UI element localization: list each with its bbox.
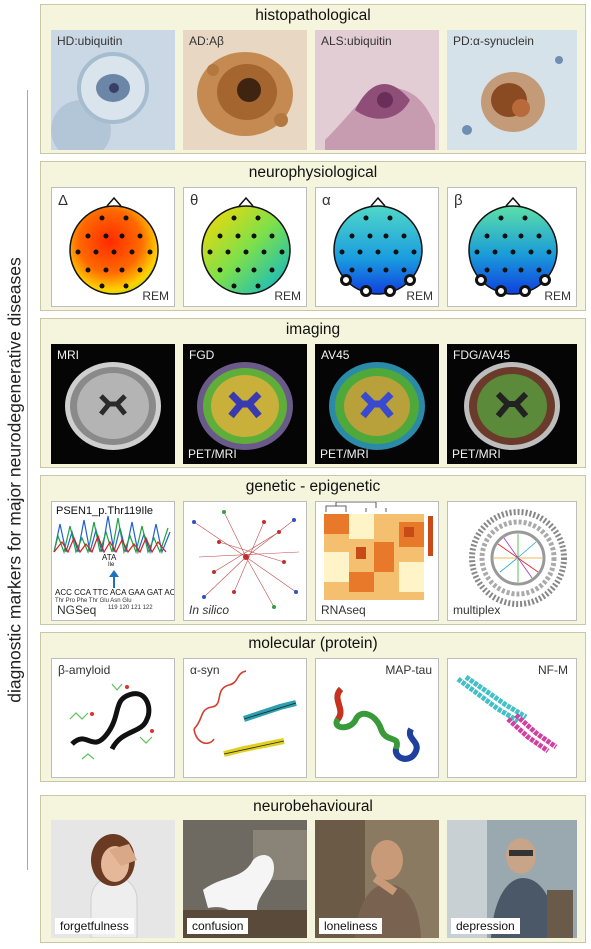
histo-hd-label: HD:ubiquitin [57, 34, 123, 48]
eeg-delta-symbol: Δ [58, 192, 69, 209]
codon-positions: 119 120 121 122 [108, 605, 153, 611]
eeg-theta-symbol: θ [190, 192, 199, 209]
side-label-text: diagnostic markers for major neurodegene… [4, 257, 25, 703]
imaging-mri-scan: MRI [51, 344, 175, 464]
panel-imaging: imaging MRI FGD PET/MRI AV45 PET/MRI FDG… [40, 318, 586, 468]
eeg-beta-symbol: β [454, 192, 463, 209]
aa-mut: Ile [108, 562, 115, 568]
imaging-av45-scan: AV45 PET/MRI [315, 344, 439, 464]
imaging-fdg-av45-scan: FDG/AV45 PET/MRI [447, 344, 577, 464]
eeg-theta-state: REM [274, 289, 301, 303]
imaging-fgd-scan: FGD PET/MRI [183, 344, 307, 464]
panel-title: imaging [285, 321, 341, 338]
panel-neurobehavioural: neurobehavioural forgetfulness confusion… [40, 795, 586, 943]
genetic-insilico-network: In silico [183, 501, 307, 621]
histo-pd-label: PD:α-synuclein [453, 34, 534, 48]
behav-forgetfulness-photo: forgetfulness [51, 820, 175, 938]
panel-neurophysiological: neurophysiological Δ REM θ REM α REM β R… [40, 161, 586, 311]
imaging-mri-label: MRI [57, 348, 79, 362]
side-label: diagnostic markers for major neurodegene… [0, 90, 30, 870]
protein-nf-m-label: NF-M [538, 663, 568, 677]
panel-title: molecular (protein) [248, 635, 378, 652]
protein-alpha-syn-label: α-syn [190, 663, 220, 677]
panel-title: neurobehavioural [253, 798, 373, 815]
panel-title: neurophysiological [248, 164, 378, 181]
protein-beta-amyloid: β-amyloid [51, 658, 175, 778]
behav-depression-photo: depression [447, 820, 577, 938]
behav-loneliness-photo: loneliness [315, 820, 439, 938]
eeg-alpha-symbol: α [322, 192, 331, 209]
histo-als-label: ALS:ubiquitin [321, 34, 392, 48]
protein-beta-amyloid-label: β-amyloid [58, 663, 111, 677]
histo-ad-image: AD:Aβ [183, 30, 307, 150]
behav-confusion-label: confusion [187, 918, 249, 934]
protein-map-tau: MAP-tau [315, 658, 439, 778]
imaging-fgd-modality: PET/MRI [188, 447, 237, 461]
panel-genetic-epigenetic: genetic - epigenetic PSEN1_p.Thr119Ile A… [40, 475, 586, 625]
genetic-multiplex-circos: multiplex [447, 501, 577, 621]
histo-ad-label: AD:Aβ [189, 34, 224, 48]
codon-mut: ATA [102, 553, 117, 562]
behav-depression-label: depression [451, 918, 520, 934]
panel-histopathological: histopathological HD:ubiquitin AD:Aβ ALS… [40, 4, 586, 154]
panel-title: genetic - epigenetic [245, 478, 381, 495]
dna-sequence: ACC CCA TTC ACA GAA GAT ACC [55, 588, 175, 597]
genetic-multiplex-label: multiplex [453, 603, 501, 617]
aa-sequence: Thr Pro Phe Thr Glu Asn Glu [55, 598, 132, 604]
genetic-ngseq-label: NGSeq [57, 603, 97, 617]
mutation-label: PSEN1_p.Thr119Ile [56, 505, 154, 517]
eeg-delta-map: Δ REM [51, 187, 175, 307]
genetic-rnaseq-label: RNAseq [321, 603, 366, 617]
imaging-av45-label: AV45 [321, 348, 350, 362]
eeg-delta-state: REM [142, 289, 169, 303]
eeg-alpha-map: α REM [315, 187, 439, 307]
behav-forgetfulness-label: forgetfulness [55, 918, 134, 934]
behav-loneliness-label: loneliness [319, 918, 383, 934]
protein-alpha-syn: α-syn [183, 658, 307, 778]
behav-confusion-photo: confusion [183, 820, 307, 938]
imaging-fdg-av45-modality: PET/MRI [452, 447, 501, 461]
panel-title: histopathological [255, 7, 371, 24]
protein-map-tau-label: MAP-tau [385, 663, 432, 677]
panel-molecular-protein: molecular (protein) β-amyloid α-syn MAP-… [40, 632, 586, 782]
imaging-av45-modality: PET/MRI [320, 447, 369, 461]
protein-nf-m: NF-M [447, 658, 577, 778]
eeg-theta-map: θ REM [183, 187, 307, 307]
eeg-alpha-state: REM [406, 289, 433, 303]
side-rule [27, 90, 28, 870]
imaging-fdg-av45-label: FDG/AV45 [453, 348, 511, 362]
histo-als-image: ALS:ubiquitin [315, 30, 439, 150]
genetic-rnaseq-heatmap: RNAseq [315, 501, 439, 621]
histo-hd-image: HD:ubiquitin [51, 30, 175, 150]
eeg-beta-state: REM [544, 289, 571, 303]
eeg-beta-map: β REM [447, 187, 577, 307]
genetic-insilico-label: In silico [189, 603, 230, 617]
histo-pd-image: PD:α-synuclein [447, 30, 577, 150]
imaging-fgd-label: FGD [189, 348, 215, 362]
genetic-ngseq-chromatogram: PSEN1_p.Thr119Ile ATA Ile ACC CCA TTC AC… [51, 501, 175, 621]
